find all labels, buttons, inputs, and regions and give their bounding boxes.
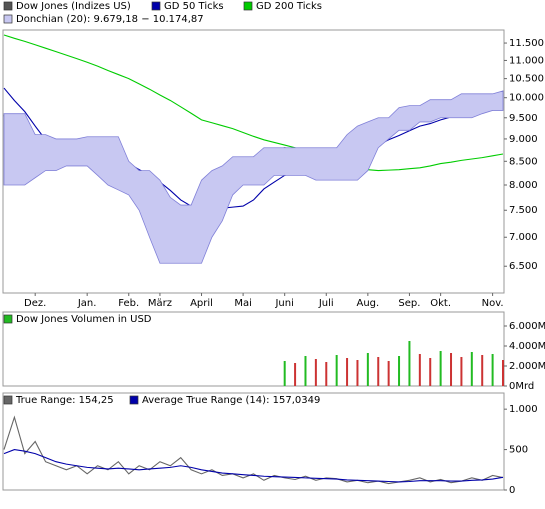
- series-line: [3, 415, 504, 485]
- legend-swatch: [129, 395, 139, 405]
- volume-bar: [491, 354, 494, 386]
- x-tick-label: März: [148, 298, 172, 309]
- legend-label: True Range: 154,25: [15, 395, 114, 406]
- volume-bar: [325, 362, 328, 386]
- volume-bar: [356, 360, 359, 386]
- y-tick-label: 10.000: [509, 93, 544, 104]
- volume-bar: [314, 359, 317, 386]
- x-tick-label: Nov.: [482, 298, 504, 309]
- y-tick-label: 9.000: [509, 134, 538, 145]
- volume-bar: [283, 361, 286, 386]
- volume-bar: [398, 356, 401, 386]
- y-tick-label: 6.500: [509, 261, 538, 272]
- volume-bar: [429, 358, 432, 386]
- legend-swatch: [3, 314, 13, 324]
- y-tick-label: 0: [509, 485, 515, 496]
- y-tick-label: 7.500: [509, 205, 538, 216]
- legend-swatch: [3, 1, 13, 11]
- volume-bar: [418, 354, 421, 386]
- y-tick-label: 8.000: [509, 180, 538, 191]
- x-tick-label: Sep.: [398, 298, 420, 309]
- y-tick-label: 10.500: [509, 74, 544, 85]
- volume-bar: [470, 352, 473, 386]
- volume-bar: [294, 363, 297, 386]
- x-tick-label: Okt.: [430, 298, 451, 309]
- x-tick-label: Aug.: [356, 298, 379, 309]
- y-tick-label: 8.500: [509, 156, 538, 167]
- x-tick-label: Juni: [274, 298, 293, 309]
- volume-bar: [460, 357, 463, 386]
- x-tick-label: Feb.: [118, 298, 139, 309]
- y-tick-label: 0Mrd: [509, 381, 534, 392]
- legend-label: Donchian (20): 9.679,18 − 10.174,87: [16, 14, 204, 25]
- y-tick-label: 500: [509, 445, 528, 456]
- y-tick-label: 11.500: [509, 38, 544, 49]
- legend-label: GD 200 Ticks: [256, 1, 322, 12]
- y-tick-label: 9.500: [509, 113, 538, 124]
- volume-bar: [304, 356, 307, 386]
- donchian-band: [3, 90, 504, 264]
- y-tick-label: 11.000: [509, 55, 544, 66]
- volume-bar: [377, 357, 380, 386]
- volume-bar: [439, 351, 442, 386]
- y-tick-label: 2.000Mrd: [509, 361, 545, 372]
- legend-label: Average True Range (14): 157,0349: [142, 395, 320, 406]
- volume-bar: [408, 341, 411, 386]
- x-tick-label: Mai: [234, 298, 252, 309]
- x-tick-label: Dez.: [24, 298, 46, 309]
- volume-bar: [481, 355, 484, 386]
- legend-swatch: [243, 1, 253, 11]
- volume-bar: [335, 355, 338, 386]
- series-line: [3, 449, 504, 483]
- legend-swatch: [151, 1, 161, 11]
- series-line: [3, 34, 504, 172]
- x-tick-label: Juli: [318, 298, 334, 309]
- volume-bar: [346, 358, 349, 386]
- x-tick-label: Jan.: [77, 298, 97, 309]
- y-tick-label: 1.000: [509, 404, 538, 415]
- legend-swatch: [3, 14, 13, 24]
- x-tick-label: April: [190, 298, 213, 309]
- y-tick-label: 7.000: [509, 232, 538, 243]
- volume-bar: [450, 353, 453, 386]
- legend-swatch: [3, 395, 13, 405]
- legend-label: Dow Jones (Indizes US): [16, 1, 131, 12]
- y-tick-label: 4.000Mrd: [509, 341, 545, 352]
- legend-label: Dow Jones Volumen in USD: [16, 314, 152, 325]
- volume-bar: [387, 361, 390, 386]
- volume-bar: [502, 360, 504, 386]
- y-tick-label: 6.000Mrd: [509, 321, 545, 332]
- volume-bar: [366, 353, 369, 386]
- legend-label: GD 50 Ticks: [164, 1, 224, 12]
